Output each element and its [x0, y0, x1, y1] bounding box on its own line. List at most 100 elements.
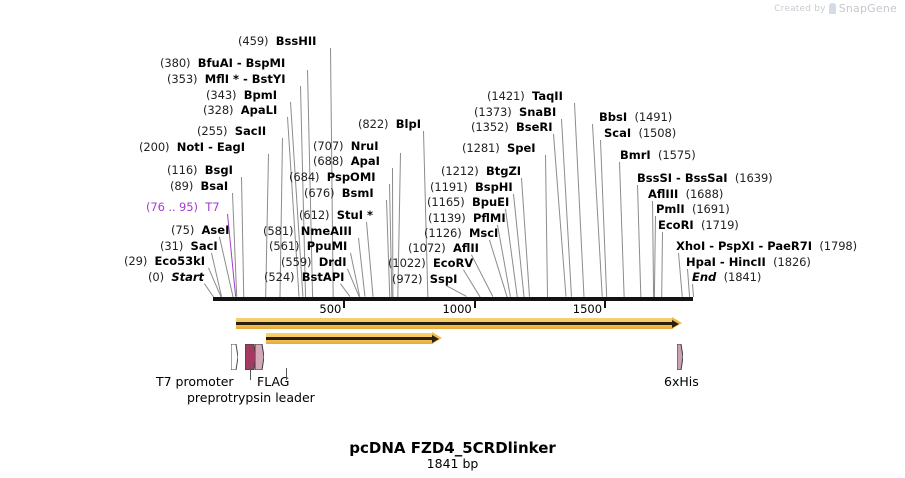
enzyme-name-group: BmrI: [620, 148, 651, 162]
flag-connector: [250, 368, 251, 380]
feature-glyph-6xhis[interactable]: [677, 344, 683, 370]
enzyme-leader-line: [661, 232, 663, 298]
enzyme-name-group: BbsI: [599, 110, 627, 124]
axis-tick-label: 1500: [572, 302, 603, 316]
enzyme-position: (75): [171, 223, 195, 237]
enzyme-position: (116): [167, 163, 198, 177]
enzyme-position: (343): [206, 88, 237, 102]
enzyme-leader-line: [653, 216, 656, 298]
enzyme-name: PmlI: [656, 202, 685, 216]
enzyme-name-group: PflMI: [473, 211, 506, 225]
enzyme-position: (1719): [701, 218, 739, 232]
enzyme-position: (255): [197, 124, 228, 138]
enzyme-name-separator: -: [705, 239, 719, 253]
enzyme-position: (1373): [474, 105, 512, 119]
enzyme-label: (707) NruI: [313, 140, 379, 153]
enzyme-name: NmeAIII: [300, 224, 352, 238]
enzyme-name-group: BstAPI: [302, 270, 345, 284]
enzyme-label: (29) Eco53kI: [124, 255, 205, 268]
feature-label: 6xHis: [664, 374, 699, 389]
enzyme-position: (200): [139, 140, 170, 154]
enzyme-name: NruI: [350, 139, 379, 153]
enzyme-position: (1421): [487, 89, 525, 103]
enzyme-label: BmrI (1575): [620, 149, 696, 162]
enzyme-name-group: MflI * - BstYI: [205, 72, 286, 86]
enzyme-position: (581): [263, 224, 294, 238]
enzyme-position: (561): [269, 239, 300, 253]
enzyme-leader-line: [446, 285, 467, 297]
enzyme-position: (1575): [658, 148, 696, 162]
enzyme-leader-line: [553, 133, 567, 297]
feature-glyph-preprotrypsin-leader[interactable]: [255, 344, 264, 370]
enzyme-name: Eco53kI: [154, 254, 206, 268]
enzyme-name: ScaI: [604, 126, 632, 140]
enzyme-name-group: PpuMI: [307, 239, 348, 253]
enzyme-position: (459): [238, 34, 269, 48]
enzyme-label: ScaI (1508): [604, 127, 676, 140]
enzyme-name-separator: -: [715, 255, 729, 269]
enzyme-name-group: ApaLI: [241, 103, 278, 117]
enzyme-name: PaeR7I: [767, 239, 813, 253]
enzyme-name-group: BsaI: [201, 179, 229, 193]
enzyme-name-group: AflII: [453, 241, 479, 255]
enzyme-position: (822): [358, 117, 389, 131]
enzyme-position: (707): [313, 139, 344, 153]
axis-tick-label: 500: [319, 302, 342, 316]
enzyme-name-group: AflIII: [648, 187, 678, 201]
enzyme-name: BsgI: [204, 163, 233, 177]
enzyme-name-group: NotI - EagI: [177, 140, 245, 154]
enzyme-name: BsaI: [200, 179, 229, 193]
enzyme-position: (1826): [773, 255, 811, 269]
feature-glyph-t7-promoter[interactable]: [231, 344, 238, 370]
enzyme-position: (1508): [638, 126, 677, 140]
feature-label: FLAG: [257, 374, 290, 389]
enzyme-label: (1191) BspHI: [430, 181, 513, 194]
enzyme-position: (1126): [424, 226, 462, 240]
enzyme-label: HpaI - HincII (1826): [686, 256, 811, 269]
enzyme-name: PspXI: [718, 239, 755, 253]
enzyme-label: (459) BssHII: [238, 35, 316, 48]
enzyme-label: (972) SspI: [392, 273, 457, 286]
enzyme-leader-line: [204, 283, 214, 297]
enzyme-leader-line: [637, 184, 642, 297]
enzyme-name: BssSI: [637, 171, 673, 185]
enzyme-name-separator: -: [754, 239, 768, 253]
enzyme-name: HpaI: [686, 255, 716, 269]
enzyme-label: (1421) TaqII: [487, 90, 563, 103]
enzyme-name: BfuAI: [197, 56, 233, 70]
enzyme-label: (676) BsmI: [304, 187, 374, 200]
enzyme-label: (1373) SnaBI: [474, 106, 556, 119]
enzyme-leader-line: [687, 268, 691, 297]
enzyme-label: (1139) PflMI: [428, 212, 506, 225]
enzyme-name-group: SacII: [235, 124, 266, 138]
enzyme-position: (1139): [428, 211, 466, 225]
feature-label: preprotrypsin leader: [187, 390, 315, 405]
feature-arrow-icon: [255, 344, 264, 370]
enzyme-name-group: BpmI: [244, 88, 277, 102]
enzyme-name-group: BpuEI: [472, 195, 509, 209]
enzyme-leader-line: [545, 154, 548, 297]
enzyme-name: AseI: [201, 223, 230, 237]
enzyme-leader-line: [463, 269, 481, 297]
enzyme-name-group: BsmI: [342, 186, 374, 200]
enzyme-name-group: HpaI - HincII: [686, 255, 766, 269]
enzyme-name: BsmI: [341, 186, 374, 200]
enzyme-position: (328): [203, 103, 234, 117]
enzyme-label: (581) NmeAIII: [263, 225, 352, 238]
enzyme-name-group: XhoI - PspXI - PaeR7I: [676, 239, 812, 253]
enzyme-leader-line: [678, 252, 683, 297]
enzyme-leader-line: [211, 252, 223, 297]
enzyme-position: (1639): [734, 171, 773, 185]
enzyme-name: PflMI: [472, 211, 506, 225]
enzyme-name: PspOMI: [326, 170, 376, 184]
enzyme-position: (1491): [634, 110, 673, 124]
enzyme-name-group: EcoRI: [658, 218, 694, 232]
enzyme-name: MscI: [468, 226, 499, 240]
enzyme-label: (1022) EcoRV: [388, 257, 473, 270]
enzyme-name: BspMI: [245, 56, 286, 70]
enzyme-label: (1212) BtgZI: [441, 165, 521, 178]
enzyme-label: (75) AseI: [171, 224, 229, 237]
enzyme-name: BssHII: [275, 34, 317, 48]
enzyme-leader-line: [471, 254, 494, 297]
axis-tick: [604, 301, 607, 308]
